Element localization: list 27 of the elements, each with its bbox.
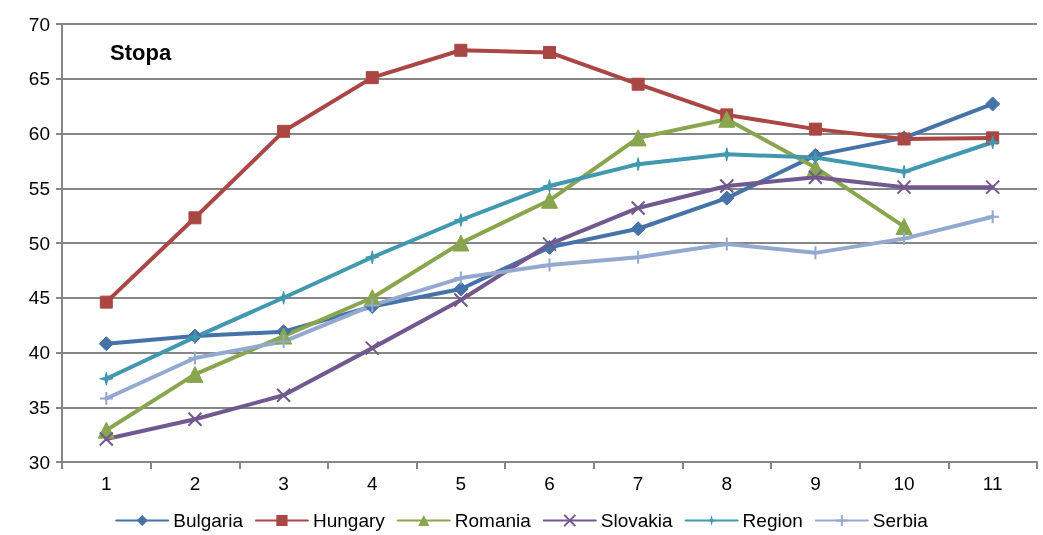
x-tick-label: 8 (721, 473, 733, 494)
y-tick-label: 65 (28, 68, 50, 90)
legend-label: Serbia (872, 510, 929, 531)
x-tick-label: 1 (101, 473, 112, 494)
x-tick-label: 2 (189, 473, 201, 494)
x-tick-label: 6 (544, 473, 555, 494)
x-tick-label: 7 (632, 473, 644, 494)
x-tick-label: 5 (455, 473, 467, 494)
x-tick-label: 11 (982, 473, 1003, 494)
x-tick-label: 10 (893, 473, 915, 494)
x-tick-label: 9 (810, 473, 821, 494)
legend-label: Hungary (312, 510, 386, 531)
y-tick-label: 55 (28, 177, 50, 199)
text: Stopa (110, 39, 172, 65)
y-tick-label: 40 (28, 342, 50, 363)
legend-label: Slovakia (600, 510, 674, 531)
y-tick-label: 50 (28, 232, 50, 254)
y-tick-label: 35 (28, 396, 50, 418)
y-tick-label: 30 (28, 451, 50, 473)
legend-label: Romania (454, 510, 532, 531)
legend-label: Region (742, 510, 803, 531)
legend-label: Bulgaria (173, 510, 244, 531)
y-tick-label: 70 (28, 13, 50, 35)
x-tick-label: 3 (278, 473, 289, 494)
x-tick-label: 4 (366, 473, 378, 494)
y-tick-label: 45 (28, 287, 50, 309)
y-tick-label: 60 (28, 123, 50, 144)
